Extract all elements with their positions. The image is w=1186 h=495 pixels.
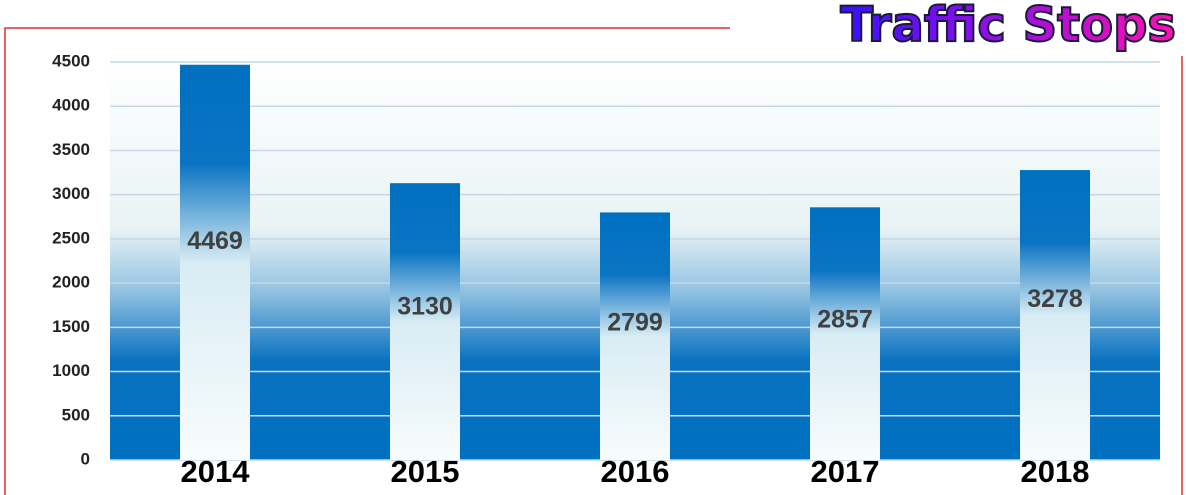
x-tick-label: 2016 bbox=[601, 454, 670, 489]
x-tick-label: 2015 bbox=[391, 454, 460, 489]
value-label: 3278 bbox=[1027, 285, 1083, 313]
bar bbox=[390, 183, 460, 460]
x-tick-label: 2014 bbox=[181, 454, 251, 489]
y-tick-label: 2000 bbox=[52, 273, 90, 292]
x-tick-label: 2017 bbox=[811, 454, 880, 489]
y-tick-label: 0 bbox=[81, 449, 90, 468]
frame bbox=[4, 27, 1183, 495]
value-label: 2857 bbox=[817, 306, 873, 334]
x-tick-label: 2018 bbox=[1021, 454, 1090, 489]
bar bbox=[600, 212, 670, 460]
y-tick-label: 3500 bbox=[52, 140, 90, 159]
bars bbox=[180, 64, 1090, 461]
y-tick-label: 1500 bbox=[52, 317, 90, 336]
y-tick-label: 4000 bbox=[52, 96, 90, 115]
y-tick-label: 3000 bbox=[52, 184, 90, 203]
bar bbox=[180, 64, 250, 461]
value-label: 3130 bbox=[397, 292, 453, 320]
chart-title: Traffic Stops bbox=[840, 0, 1176, 53]
y-tick-label: 2500 bbox=[52, 228, 90, 247]
labels: 0 500 1000 1500 2000 2500 3000 3500 4000 4500 2014… bbox=[52, 51, 1089, 489]
title-backdrop bbox=[730, 0, 1186, 56]
y-tick-label: 4500 bbox=[52, 51, 90, 70]
y-tick-label: 1000 bbox=[52, 361, 90, 380]
y-tick-label: 500 bbox=[62, 405, 90, 424]
bar bbox=[810, 207, 880, 460]
value-label: 2799 bbox=[607, 308, 663, 336]
value-label: 4469 bbox=[187, 227, 243, 255]
bar bbox=[1020, 170, 1090, 461]
